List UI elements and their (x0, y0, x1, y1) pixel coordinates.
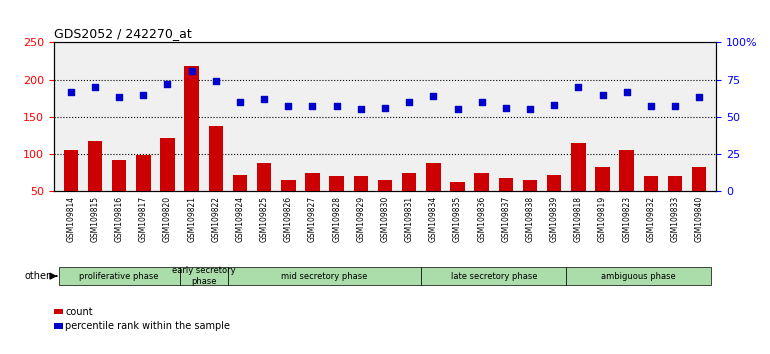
Bar (179, 267, 228, 285)
Bar (547, 175, 561, 228)
Point (137, 92, 149, 97)
Bar (136, 155, 151, 228)
Text: mid secretory phase: mid secretory phase (281, 272, 368, 281)
Bar (692, 167, 706, 228)
Point (162, 81, 174, 87)
Point (596, 92, 608, 97)
Point (621, 89, 633, 95)
Point (258, 96, 270, 102)
Point (669, 104, 681, 109)
Point (451, 107, 464, 112)
Point (644, 104, 657, 109)
Bar (474, 172, 489, 228)
Bar (184, 66, 199, 228)
Text: ambiguous phase: ambiguous phase (601, 272, 676, 281)
Bar (233, 175, 247, 228)
Point (379, 105, 391, 111)
Bar (305, 172, 320, 228)
Bar (281, 180, 296, 228)
Point (282, 104, 294, 109)
Bar (112, 160, 126, 228)
Point (476, 99, 488, 105)
Text: GDS2052 / 242270_at: GDS2052 / 242270_at (54, 27, 192, 40)
Bar (571, 143, 586, 228)
Bar (160, 138, 175, 228)
Point (65, 89, 77, 95)
Point (186, 68, 198, 74)
Bar (402, 172, 417, 228)
Point (306, 104, 319, 109)
Bar (595, 167, 610, 228)
Text: late secretory phase: late secretory phase (450, 272, 537, 281)
Bar (499, 178, 513, 228)
Bar (378, 180, 392, 228)
Bar (330, 176, 344, 228)
Bar (59, 267, 179, 285)
Point (548, 102, 561, 108)
Bar (64, 150, 78, 228)
Bar (668, 176, 682, 228)
Bar (566, 267, 711, 285)
Text: early secretory
phase: early secretory phase (172, 267, 236, 286)
Text: count: count (65, 307, 93, 316)
Point (572, 84, 584, 90)
Point (89, 84, 101, 90)
Bar (644, 176, 658, 228)
Point (330, 104, 343, 109)
Bar (209, 126, 223, 228)
Bar (353, 176, 368, 228)
Bar (257, 163, 271, 228)
Point (234, 99, 246, 105)
Bar (421, 267, 566, 285)
Bar (228, 267, 421, 285)
Point (427, 93, 440, 99)
Point (693, 95, 705, 100)
Text: proliferative phase: proliferative phase (79, 272, 159, 281)
Bar (450, 182, 465, 228)
Bar (88, 141, 102, 228)
Bar (426, 163, 440, 228)
Point (209, 78, 222, 84)
Point (355, 107, 367, 112)
Text: other: other (24, 271, 50, 281)
Point (113, 95, 126, 100)
Bar (523, 180, 537, 228)
Point (500, 105, 512, 111)
Bar (619, 150, 634, 228)
Point (524, 107, 536, 112)
Point (403, 99, 415, 105)
Text: percentile rank within the sample: percentile rank within the sample (65, 321, 230, 331)
